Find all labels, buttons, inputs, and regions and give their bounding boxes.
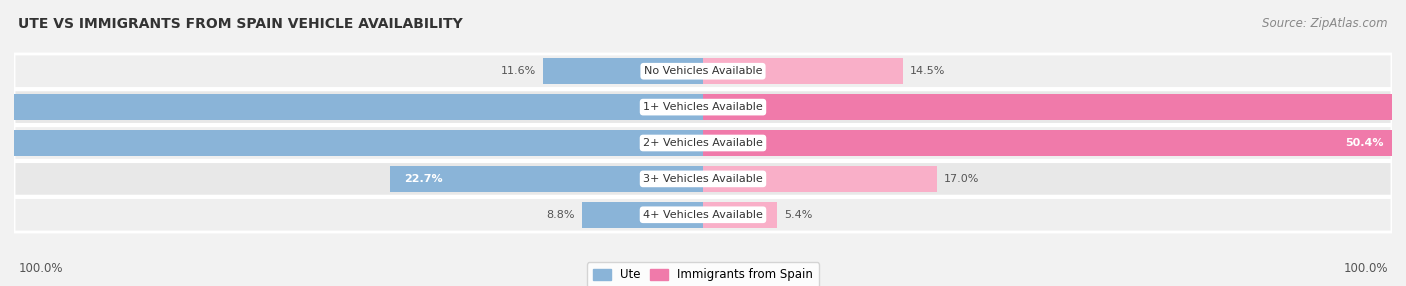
Text: 100.0%: 100.0% bbox=[18, 262, 63, 275]
Bar bbox=[543, 58, 703, 84]
Text: 17.0%: 17.0% bbox=[945, 174, 980, 184]
Text: 4+ Vehicles Available: 4+ Vehicles Available bbox=[643, 210, 763, 220]
Text: 5.4%: 5.4% bbox=[785, 210, 813, 220]
Legend: Ute, Immigrants from Spain: Ute, Immigrants from Spain bbox=[588, 262, 818, 286]
Bar bbox=[0, 130, 703, 156]
FancyBboxPatch shape bbox=[14, 198, 1392, 232]
Bar bbox=[0, 94, 703, 120]
Bar bbox=[703, 202, 778, 228]
Bar bbox=[391, 166, 703, 192]
Bar bbox=[582, 202, 703, 228]
Text: 8.8%: 8.8% bbox=[547, 210, 575, 220]
Bar bbox=[703, 130, 1398, 156]
Text: 22.7%: 22.7% bbox=[404, 174, 443, 184]
Bar bbox=[703, 58, 903, 84]
FancyBboxPatch shape bbox=[14, 162, 1392, 196]
Text: 2+ Vehicles Available: 2+ Vehicles Available bbox=[643, 138, 763, 148]
Text: Source: ZipAtlas.com: Source: ZipAtlas.com bbox=[1263, 17, 1388, 30]
FancyBboxPatch shape bbox=[14, 54, 1392, 88]
Text: 1+ Vehicles Available: 1+ Vehicles Available bbox=[643, 102, 763, 112]
FancyBboxPatch shape bbox=[14, 90, 1392, 124]
Text: 11.6%: 11.6% bbox=[501, 66, 536, 76]
Text: 3+ Vehicles Available: 3+ Vehicles Available bbox=[643, 174, 763, 184]
Bar bbox=[703, 166, 938, 192]
Text: No Vehicles Available: No Vehicles Available bbox=[644, 66, 762, 76]
FancyBboxPatch shape bbox=[14, 126, 1392, 160]
Bar bbox=[703, 94, 1406, 120]
Text: 14.5%: 14.5% bbox=[910, 66, 945, 76]
Text: UTE VS IMMIGRANTS FROM SPAIN VEHICLE AVAILABILITY: UTE VS IMMIGRANTS FROM SPAIN VEHICLE AVA… bbox=[18, 17, 463, 31]
Text: 100.0%: 100.0% bbox=[1343, 262, 1388, 275]
Text: 50.4%: 50.4% bbox=[1346, 138, 1384, 148]
